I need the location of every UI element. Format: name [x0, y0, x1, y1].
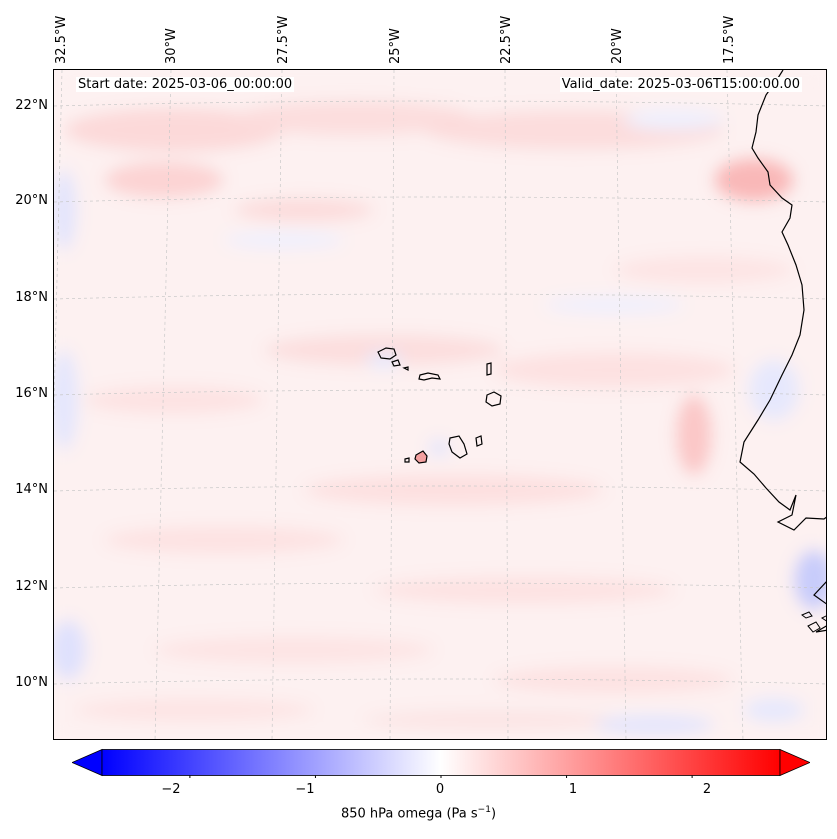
longitude-label-17-5w: 17.5°W — [722, 15, 737, 64]
latitude-label-12n: 12°N — [15, 579, 48, 594]
island-brava — [404, 457, 410, 463]
latitude-label-16n: 16°N — [15, 386, 48, 401]
meridian-17-5w — [726, 70, 744, 739]
meridian-22-5w — [504, 70, 509, 739]
parallel-18n — [54, 293, 826, 300]
longitude-label-32-5w: 32.5°W — [54, 15, 69, 64]
colorbar-extend-low — [72, 748, 103, 777]
colorbar-tick-2: 2 — [702, 782, 712, 797]
island-maio — [475, 435, 483, 447]
graticule — [54, 70, 826, 739]
omega-field-map — [54, 70, 826, 739]
island-santa-luzia — [402, 366, 409, 371]
colorbar-tick-neg2: −2 — [161, 782, 181, 797]
colorbar-tick-0: 0 — [435, 782, 445, 797]
meridian-20w — [615, 70, 627, 739]
colorbar-label-exponent: −1 — [477, 805, 491, 815]
omega-field-shading — [54, 70, 826, 739]
colorbar-label: 850 hPa omega (Pa s−1) — [0, 805, 837, 821]
island-santo-antao — [377, 347, 397, 360]
island-boa-vista — [485, 391, 502, 407]
latitude-label-10n: 10°N — [15, 675, 48, 690]
longitude-label-30w: 30°W — [164, 28, 179, 64]
latitude-label-18n: 18°N — [15, 290, 48, 305]
colorbar-label-close: ) — [490, 806, 497, 822]
longitude-label-27-5w: 27.5°W — [276, 15, 291, 64]
parallel-16n — [54, 389, 826, 396]
meridian-25w — [389, 70, 395, 739]
parallel-22n — [54, 100, 826, 107]
meridian-30w — [154, 70, 172, 739]
start-date-annotation: Start date: 2025-03-06_00:00:00 — [76, 77, 295, 92]
latitude-label-14n: 14°N — [15, 482, 48, 497]
parallel-14n — [54, 485, 826, 492]
valid-date-annotation: Valid_date: 2025-03-06T15:00:00.00 — [559, 77, 802, 92]
bijagos-islands — [801, 611, 826, 633]
parallel-10n — [54, 678, 826, 685]
colorbar-label-text: 850 hPa omega (Pa s — [340, 806, 478, 822]
colorbar-tick-neg1: −1 — [295, 782, 315, 797]
latitude-label-20n: 20°N — [15, 193, 48, 208]
island-sal — [486, 362, 492, 376]
island-santiago — [448, 435, 468, 459]
island-fogo — [414, 450, 428, 464]
map-panel: Start date: 2025-03-06_00:00:00 Valid_da… — [53, 69, 827, 740]
latitude-label-22n: 22°N — [15, 98, 48, 113]
colorbar-extend-high — [779, 748, 810, 777]
cape-verde-islands — [377, 347, 502, 464]
parallel-20n — [54, 196, 826, 203]
meridian-27-5w — [271, 70, 283, 739]
west-africa-coastline — [739, 70, 826, 633]
colorbar-gradient — [101, 749, 781, 776]
longitude-label-20w: 20°W — [610, 28, 625, 64]
colorbar-tick-1: 1 — [568, 782, 578, 797]
island-sao-nicolau — [418, 372, 442, 381]
colorbar — [72, 748, 810, 778]
parallel-12n — [54, 582, 826, 589]
longitude-label-22-5w: 22.5°W — [499, 15, 514, 64]
longitude-label-25w: 25°W — [388, 28, 403, 64]
island-sao-vicente — [391, 359, 401, 367]
